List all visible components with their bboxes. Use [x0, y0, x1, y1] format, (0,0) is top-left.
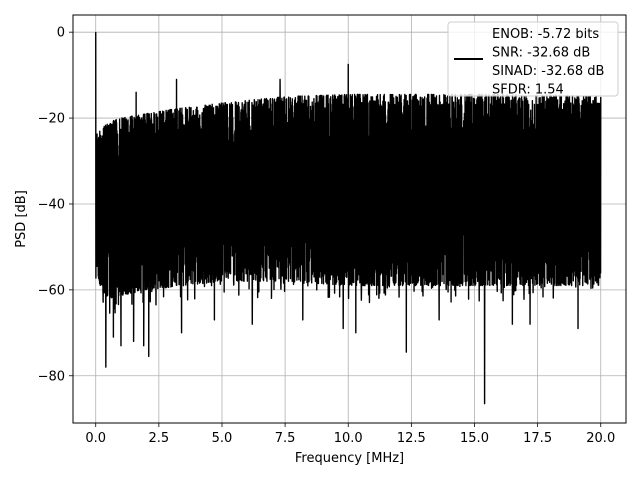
- y-axis-ticks: 0 −20 −40 −60 −80: [38, 26, 73, 384]
- y-tick-label: −60: [38, 283, 65, 298]
- plot-area-frame: [72, 14, 627, 424]
- x-tick-label: 0.0: [85, 431, 106, 446]
- x-tick-label: 12.5: [397, 431, 426, 446]
- psd-series: [95, 32, 602, 405]
- x-tick-label: 2.5: [149, 431, 170, 446]
- psd-line: [95, 32, 602, 405]
- x-axis-ticks: 0.0 2.5 5.0 7.5 10.0 12.5 15.0 17.5 20.0: [85, 423, 615, 446]
- y-tick-label: −80: [38, 369, 65, 384]
- x-tick-label: 15.0: [460, 431, 489, 446]
- legend-entry: ENOB: -5.72 bits SNR: -32.68 dB SINAD: -32…: [492, 27, 604, 98]
- x-tick-label: 20.0: [586, 431, 615, 446]
- y-tick-label: −20: [38, 112, 65, 127]
- y-axis-label: PSD [dB]: [14, 190, 29, 248]
- x-tick-label: 5.0: [212, 431, 233, 446]
- x-tick-label: 7.5: [275, 431, 296, 446]
- legend-line: SNR: -32.68 dB: [492, 46, 590, 61]
- legend-line: SINAD: -32.68 dB: [492, 64, 604, 79]
- legend: ENOB: -5.72 bits SNR: -32.68 dB SINAD: -32…: [447, 21, 619, 98]
- legend-line: SFDR: 1.54: [492, 83, 564, 98]
- x-axis-label: Frequency [MHz]: [295, 451, 404, 466]
- legend-line: ENOB: -5.72 bits: [492, 27, 599, 42]
- legend-box: [447, 21, 619, 97]
- y-tick-label: 0: [57, 26, 65, 41]
- y-tick-label: −40: [38, 197, 65, 212]
- x-tick-label: 17.5: [523, 431, 552, 446]
- x-tick-label: 10.0: [334, 431, 363, 446]
